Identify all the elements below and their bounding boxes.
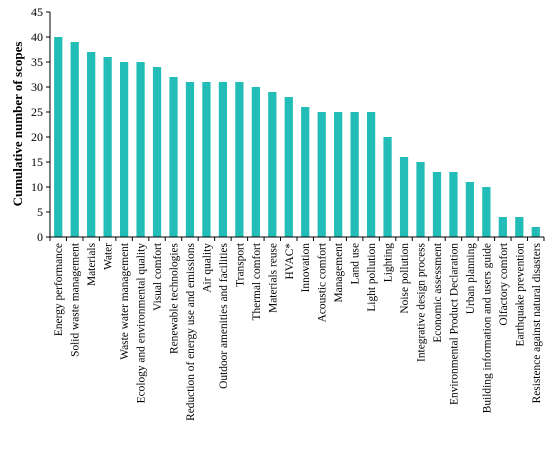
x-tick-label: Solid waste management xyxy=(70,242,82,357)
y-ticks-group: 0 5 10 15 20 25 30 35 40 45 xyxy=(31,5,50,244)
x-tick-label: Air quality xyxy=(201,243,213,293)
x-tick-label: Reduction of energy use and emissions xyxy=(185,242,197,420)
bar xyxy=(498,217,507,237)
bar xyxy=(301,107,310,237)
x-tick-label: Management xyxy=(333,242,345,302)
x-tick-label: Light pollution xyxy=(366,243,378,312)
x-tick-label: Transport xyxy=(234,242,246,287)
y-tick-label: 25 xyxy=(31,105,43,119)
bar xyxy=(465,182,475,237)
bar xyxy=(383,137,392,237)
x-tick-label: Earthquake prevention xyxy=(514,243,526,347)
x-tick-label: Water xyxy=(103,243,115,270)
y-tick-label: 20 xyxy=(31,130,43,144)
bar xyxy=(169,77,178,237)
axes-group xyxy=(49,12,545,241)
bar xyxy=(251,87,260,237)
bar xyxy=(531,227,540,237)
bar xyxy=(268,92,277,237)
bars-group xyxy=(54,37,540,237)
bar xyxy=(416,162,425,237)
x-tick-label: Noise pollution xyxy=(399,243,411,314)
x-tick-label: HVAC* xyxy=(284,243,296,280)
x-tick-label: Olfactory comfort xyxy=(498,242,510,325)
bar xyxy=(54,37,63,237)
x-tick-label: Environmental Product Declaration xyxy=(448,243,460,405)
y-tick-label: 30 xyxy=(31,80,43,94)
x-tick-label: Materials xyxy=(86,242,98,286)
bar xyxy=(366,112,376,237)
x-tick-label: Integrative design process xyxy=(416,242,428,361)
bar xyxy=(87,52,96,237)
y-axis-title: Cumulative number of scopes xyxy=(10,42,25,207)
x-tick-label: Building information and users guide xyxy=(481,243,493,413)
x-tick-label: Ecology and environmental quality xyxy=(136,243,148,404)
x-tick-label: Materials reuse xyxy=(267,243,279,313)
bar xyxy=(515,217,524,237)
bar xyxy=(432,172,442,237)
bar xyxy=(350,112,359,237)
x-tick-label: Thermal comfort xyxy=(251,242,263,320)
x-tick-labels-group: Energy performance Solid waste management… xyxy=(53,242,543,421)
bar xyxy=(202,82,211,237)
x-tick-label: Renewable technologies xyxy=(169,242,181,354)
x-tick-label: Lighting xyxy=(383,243,395,283)
y-tick-label: 5 xyxy=(37,205,43,219)
x-tick-label: Energy performance xyxy=(53,243,65,336)
x-tick-label: Urban planning xyxy=(465,243,477,314)
x-tick-label: Waste water management xyxy=(119,242,131,360)
bar xyxy=(185,82,195,237)
bar xyxy=(399,157,409,237)
bar xyxy=(284,97,293,237)
x-tick-label: Resistence against natural disasters xyxy=(531,242,543,403)
bar xyxy=(235,82,244,237)
y-tick-label: 0 xyxy=(37,230,43,244)
x-tick-label: Outdoor amenities and facilities xyxy=(218,242,230,388)
x-tick-label: Economic assessment xyxy=(432,242,444,342)
x-tick-label: Land use xyxy=(350,243,362,284)
bar xyxy=(152,67,162,237)
bar xyxy=(482,187,491,237)
y-tick-label: 15 xyxy=(31,155,43,169)
bar xyxy=(334,112,343,237)
y-tick-label: 10 xyxy=(31,180,43,194)
bar xyxy=(449,172,458,237)
bar xyxy=(103,57,112,237)
y-tick-label: 40 xyxy=(31,30,43,44)
bar xyxy=(119,62,129,237)
y-tick-label: 45 xyxy=(31,5,43,19)
x-tick-label: Visual comfort xyxy=(152,242,164,311)
x-tick-label: Acoustic comfort xyxy=(317,242,329,322)
bar xyxy=(136,62,145,237)
y-tick-label: 35 xyxy=(31,55,43,69)
bar xyxy=(317,112,326,237)
x-tick-label: Innovation xyxy=(300,243,312,293)
bar xyxy=(70,42,79,237)
bar xyxy=(218,82,228,237)
